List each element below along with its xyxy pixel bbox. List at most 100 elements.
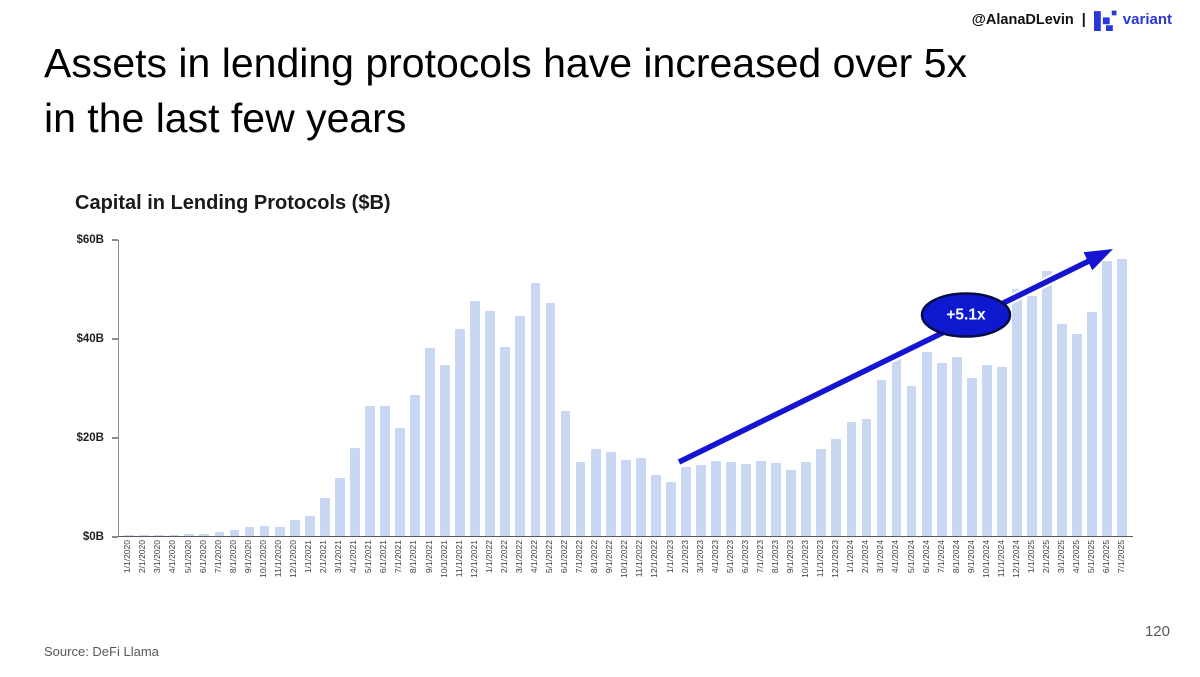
bar xyxy=(199,533,210,536)
bar xyxy=(620,460,631,536)
x-axis-label: 4/1/2021 xyxy=(348,540,359,574)
bar xyxy=(425,347,435,536)
x-axis-label: 1/1/2020 xyxy=(122,540,133,574)
bar xyxy=(1027,295,1037,536)
x-axis-label: 1/1/2021 xyxy=(303,540,314,574)
x-axis-label: 4/1/2025 xyxy=(1071,540,1082,574)
variant-brand: variant xyxy=(1093,8,1172,31)
x-axis-label: 3/1/2022 xyxy=(513,540,524,574)
x-axis-label: 4/1/2024 xyxy=(890,540,901,574)
bar xyxy=(846,421,857,536)
x-axis-label: 7/1/2024 xyxy=(935,540,946,574)
bar xyxy=(274,526,285,536)
x-axis-label: 6/1/2025 xyxy=(1101,540,1112,574)
bar xyxy=(319,498,330,536)
x-axis-label: 11/1/2021 xyxy=(453,540,464,578)
bar xyxy=(1102,260,1113,536)
bar xyxy=(921,351,932,536)
x-axis-label: 1/1/2023 xyxy=(664,540,675,574)
y-axis-tick-label: $20B xyxy=(76,432,105,444)
y-axis-tick-mark xyxy=(112,437,118,439)
bar xyxy=(756,461,767,536)
x-axis-label: 5/1/2021 xyxy=(363,540,374,574)
bar xyxy=(1117,258,1128,536)
bar xyxy=(575,462,586,536)
x-axis-label: 6/1/2023 xyxy=(739,540,750,574)
x-axis-label: 10/1/2020 xyxy=(257,540,268,578)
x-axis-label: 11/1/2023 xyxy=(815,540,826,578)
x-axis-label: 8/1/2021 xyxy=(408,540,419,574)
x-axis-label: 8/1/2022 xyxy=(589,540,600,574)
x-axis-label: 10/1/2023 xyxy=(800,540,811,578)
y-axis-tick-mark xyxy=(112,239,118,241)
bar xyxy=(560,411,571,536)
bar xyxy=(665,482,676,536)
x-axis-label: 3/1/2020 xyxy=(152,540,163,574)
bar xyxy=(229,529,240,536)
page-title-line-2: in the last few years xyxy=(44,95,407,141)
bar xyxy=(831,439,842,536)
x-axis-label: 2/1/2021 xyxy=(318,540,329,574)
bar xyxy=(605,452,616,536)
bar xyxy=(334,478,345,536)
bar xyxy=(244,526,255,536)
brand-name: variant xyxy=(1122,11,1172,28)
bar xyxy=(951,356,962,536)
x-axis-label: 9/1/2023 xyxy=(785,540,796,574)
x-axis-labels: 1/1/2020 2/1/2020 3/1/2020 4/1/2020 5/1/2020… xyxy=(118,540,1133,612)
y-axis-tick-label: $60B xyxy=(76,234,105,246)
bar xyxy=(470,300,481,536)
x-axis-label: 12/1/2020 xyxy=(287,540,298,578)
x-axis-label: 4/1/2022 xyxy=(528,540,539,574)
x-axis-label: 7/1/2023 xyxy=(754,540,765,574)
bar xyxy=(440,365,451,536)
bar xyxy=(771,462,782,536)
x-axis-label: 10/1/2021 xyxy=(438,540,449,578)
bar xyxy=(349,447,360,536)
bar xyxy=(936,362,947,536)
x-axis-label: 7/1/2021 xyxy=(393,540,404,574)
x-axis-label: 12/1/2024 xyxy=(1010,540,1021,578)
bar xyxy=(981,364,992,536)
bar xyxy=(139,534,150,536)
header-attribution: @AlanaDLevin | variant xyxy=(972,8,1172,31)
bar xyxy=(545,302,556,536)
bar xyxy=(891,357,902,536)
x-axis-label: 2/1/2025 xyxy=(1041,540,1052,574)
bar xyxy=(214,532,225,536)
bar xyxy=(1012,289,1022,536)
x-axis-label: 4/1/2020 xyxy=(167,540,178,574)
x-axis-label: 5/1/2023 xyxy=(724,540,735,574)
x-axis-label: 12/1/2021 xyxy=(468,540,479,578)
separator: | xyxy=(1081,11,1086,28)
x-axis-label: 9/1/2020 xyxy=(242,540,253,574)
x-axis-label: 3/1/2021 xyxy=(333,540,344,574)
x-axis-label: 7/1/2020 xyxy=(212,540,223,574)
y-axis-tick-mark xyxy=(112,338,118,340)
bar xyxy=(786,469,797,536)
bar xyxy=(1087,312,1098,536)
bar xyxy=(966,377,977,536)
variant-logo-icon xyxy=(1093,10,1117,31)
x-axis-label: 8/1/2023 xyxy=(769,540,780,574)
bar xyxy=(741,464,751,536)
source-note: Source: DeFi Llama xyxy=(44,644,159,659)
page-number: 120 xyxy=(1144,623,1170,640)
x-axis-label: 6/1/2021 xyxy=(378,540,389,574)
bar xyxy=(184,534,195,536)
bar xyxy=(1042,270,1052,536)
x-axis-label: 3/1/2025 xyxy=(1056,540,1067,574)
y-axis: $60B $40B $20B $0B xyxy=(58,234,110,543)
x-axis-label: 3/1/2023 xyxy=(694,540,705,574)
bar xyxy=(906,386,917,536)
x-axis-label: 8/1/2024 xyxy=(950,540,961,574)
bar xyxy=(726,461,736,536)
x-axis-label: 2/1/2020 xyxy=(137,540,148,574)
plot-bars xyxy=(119,240,1133,536)
x-axis-label: 1/1/2022 xyxy=(483,540,494,574)
bar xyxy=(500,347,511,536)
x-axis-label: 6/1/2020 xyxy=(197,540,208,574)
bar xyxy=(515,316,526,536)
bar xyxy=(590,449,601,536)
x-axis-label: 9/1/2024 xyxy=(965,540,976,574)
